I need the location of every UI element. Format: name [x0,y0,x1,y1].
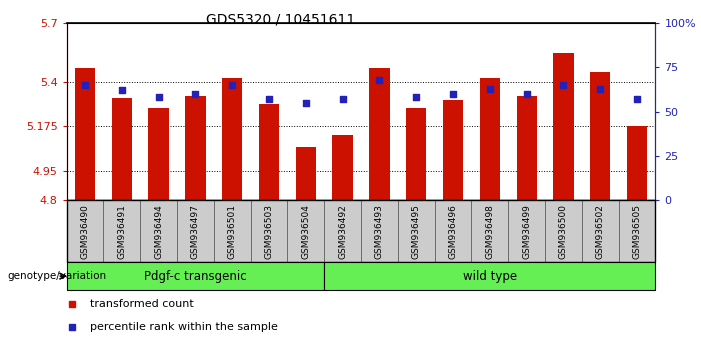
Text: GSM936505: GSM936505 [632,204,641,259]
Point [116,87,128,93]
Text: GSM936501: GSM936501 [228,204,237,259]
Bar [185,96,205,200]
Bar [618,200,655,262]
Text: GSM936502: GSM936502 [596,204,605,259]
Text: Pdgf-c transgenic: Pdgf-c transgenic [144,270,247,282]
Bar [149,108,169,200]
Bar [324,262,655,290]
Point [153,95,164,100]
Bar [435,200,471,262]
Text: transformed count: transformed count [90,299,194,309]
Point [558,82,569,88]
Bar [111,98,132,200]
Bar [324,200,361,262]
Bar [296,147,316,200]
Bar [67,262,324,290]
Point [447,91,458,97]
Bar [259,104,279,200]
Text: GSM936496: GSM936496 [449,204,458,259]
Text: GSM936499: GSM936499 [522,204,531,259]
Text: GSM936490: GSM936490 [81,204,90,259]
Text: GSM936494: GSM936494 [154,204,163,259]
Text: GSM936498: GSM936498 [485,204,494,259]
Point [411,95,422,100]
Bar [67,200,104,262]
Bar [545,200,582,262]
Bar [471,200,508,262]
Bar [287,200,324,262]
Bar [369,68,390,200]
Text: wild type: wild type [463,270,517,282]
Point [264,96,275,102]
Text: GSM936504: GSM936504 [301,204,311,259]
Text: GSM936492: GSM936492 [338,204,347,259]
Text: GSM936503: GSM936503 [264,204,273,259]
Bar [104,200,140,262]
Text: GSM936500: GSM936500 [559,204,568,259]
Bar [479,78,500,200]
Point [632,96,643,102]
Text: genotype/variation: genotype/variation [7,271,106,281]
Point [594,86,606,91]
Bar [627,126,647,200]
Bar [553,52,573,200]
Point [484,86,496,91]
Text: GDS5320 / 10451611: GDS5320 / 10451611 [206,12,355,27]
Text: GSM936497: GSM936497 [191,204,200,259]
Point [374,77,385,82]
Point [300,100,311,105]
Point [79,82,90,88]
Bar [590,72,611,200]
Bar [222,78,243,200]
Point [190,91,201,97]
Bar [443,100,463,200]
Bar [517,96,537,200]
Text: GSM936493: GSM936493 [375,204,384,259]
Bar [214,200,250,262]
Bar [508,200,545,262]
Text: GSM936495: GSM936495 [411,204,421,259]
Bar [75,68,95,200]
Bar [361,200,398,262]
Point [226,82,238,88]
Bar [140,200,177,262]
Bar [251,200,287,262]
Point [521,91,532,97]
Bar [332,135,353,200]
Text: GSM936491: GSM936491 [117,204,126,259]
Text: percentile rank within the sample: percentile rank within the sample [90,322,278,332]
Point [337,96,348,102]
Bar [398,200,435,262]
Bar [406,108,426,200]
Bar [582,200,618,262]
Bar [177,200,214,262]
